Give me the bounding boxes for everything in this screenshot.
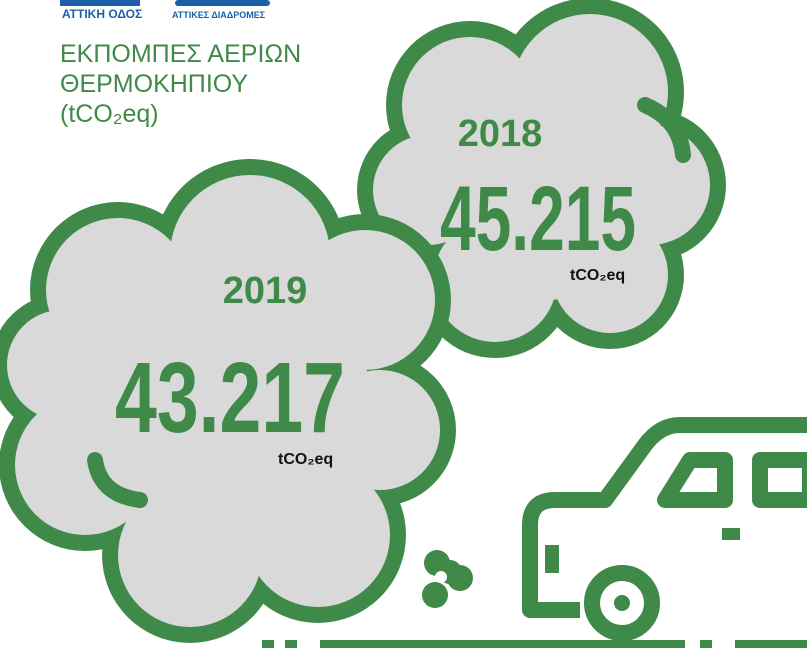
value: 43.217 bbox=[115, 342, 345, 454]
logo-bar bbox=[175, 0, 270, 6]
wheel-hub bbox=[614, 595, 630, 611]
unit: tCO₂eq bbox=[570, 267, 625, 284]
unit: tCO₂eq bbox=[278, 451, 333, 468]
logo-left: ΑΤΤΙΚΗ ΟΔΟΣ bbox=[62, 7, 142, 21]
infographic: ΑΤΤΙΚΗ ΟΔΟΣ ΑΤΤΙΚΕΣ ΔΙΑΔΡΟΜΕΣ ΕΚΠΟΜΠΕΣ Α… bbox=[0, 0, 807, 648]
title-line: (tCO₂eq) bbox=[60, 100, 159, 128]
year: 2018 bbox=[458, 113, 543, 155]
value: 45.215 bbox=[440, 168, 636, 270]
logo-bar bbox=[60, 0, 140, 6]
title-line: ΕΚΠΟΜΠΕΣ ΑΕΡΙΩΝ bbox=[60, 40, 301, 68]
logo-right: ΑΤΤΙΚΕΣ ΔΙΑΔΡΟΜΕΣ bbox=[172, 10, 266, 20]
headlight bbox=[545, 545, 559, 573]
year: 2019 bbox=[223, 270, 308, 312]
exhaust-puff bbox=[422, 550, 473, 608]
car bbox=[530, 425, 807, 633]
door-handle bbox=[722, 528, 740, 540]
road bbox=[262, 640, 807, 648]
puff-hole bbox=[435, 571, 447, 583]
title-line: ΘΕΡΜΟΚΗΠΙΟΥ bbox=[60, 70, 248, 98]
